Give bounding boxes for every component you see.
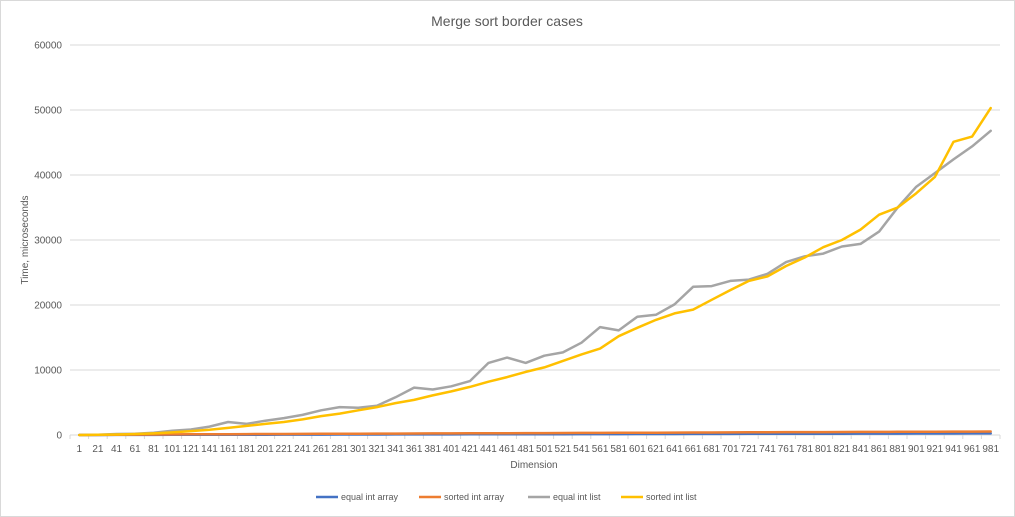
y-tick-label: 10000	[34, 366, 62, 377]
x-tick-label: 301	[350, 444, 367, 455]
x-tick-label: 681	[703, 444, 720, 455]
x-tick-label: 561	[592, 444, 609, 455]
x-tick-label: 621	[648, 444, 665, 455]
legend-label: sorted int list	[646, 492, 697, 502]
x-tick-label: 461	[499, 444, 516, 455]
x-tick-label: 521	[555, 444, 572, 455]
x-axis-ticks: 1 21 41 61 81 101 121 141 161 181 201 221 241 261 281 3…	[77, 444, 1000, 455]
series-line-sorted-int-array	[78, 430, 992, 437]
x-tick-label: 601	[629, 444, 646, 455]
x-tick-label: 201	[257, 444, 274, 455]
y-tick-label: 40000	[34, 171, 62, 182]
x-tick-label: 161	[220, 444, 237, 455]
x-tick-label: 221	[276, 444, 293, 455]
y-tick-label: 0	[56, 431, 62, 442]
x-tick-label: 841	[852, 444, 869, 455]
y-tick-label: 30000	[34, 236, 62, 247]
x-tick-label: 901	[908, 444, 925, 455]
grid-lines	[69, 44, 1001, 439]
x-tick-label: 321	[369, 444, 386, 455]
y-tick-label: 50000	[34, 106, 62, 117]
y-axis-ticks: 0 10000 20000 30000 40000 50000 60000	[34, 41, 62, 442]
chart-title: Merge sort border cases	[431, 13, 583, 29]
y-axis-title: Time, microseconds	[20, 195, 31, 284]
x-tick-label: 441	[480, 444, 497, 455]
x-tick-label: 861	[871, 444, 888, 455]
x-tick-label: 21	[92, 444, 104, 455]
x-tick-label: 421	[462, 444, 479, 455]
x-tick-label: 381	[424, 444, 441, 455]
x-tick-label: 101	[164, 444, 181, 455]
x-tick-label: 721	[741, 444, 758, 455]
x-tick-label: 541	[573, 444, 590, 455]
x-tick-label: 81	[148, 444, 160, 455]
series-line-sorted-int-list	[78, 106, 992, 437]
x-tick-label: 961	[964, 444, 981, 455]
x-tick-label: 241	[294, 444, 311, 455]
x-tick-label: 481	[517, 444, 534, 455]
x-axis-title: Dimension	[510, 460, 557, 471]
x-tick-label: 341	[387, 444, 404, 455]
x-tick-label: 141	[201, 444, 218, 455]
x-tick-label: 701	[722, 444, 739, 455]
x-tick-label: 781	[796, 444, 813, 455]
x-tick-label: 881	[889, 444, 906, 455]
legend-label: sorted int array	[444, 492, 505, 502]
x-tick-label: 181	[238, 444, 255, 455]
x-tick-label: 661	[685, 444, 702, 455]
legend: equal int array sorted int array equal int…	[316, 492, 697, 502]
x-tick-label: 761	[778, 444, 795, 455]
x-tick-label: 581	[610, 444, 627, 455]
x-tick-label: 401	[443, 444, 460, 455]
x-tick-label: 261	[313, 444, 330, 455]
series-lines	[78, 106, 992, 437]
x-tick-label: 61	[130, 444, 142, 455]
x-tick-label: 501	[536, 444, 553, 455]
x-tick-label: 941	[945, 444, 962, 455]
x-tick-label: 981	[982, 444, 999, 455]
x-tick-label: 641	[666, 444, 683, 455]
x-tick-label: 121	[183, 444, 200, 455]
x-tick-label: 281	[331, 444, 348, 455]
x-tick-label: 41	[111, 444, 123, 455]
x-tick-label: 801	[815, 444, 832, 455]
series-line-equal-int-list	[78, 129, 992, 437]
x-tick-label: 821	[834, 444, 851, 455]
legend-label: equal int array	[341, 492, 399, 502]
x-tick-label: 1	[77, 444, 83, 455]
x-tick-label: 741	[759, 444, 776, 455]
x-tick-label: 361	[406, 444, 423, 455]
y-tick-label: 60000	[34, 41, 62, 52]
x-tick-label: 921	[927, 444, 944, 455]
y-tick-label: 20000	[34, 301, 62, 312]
legend-label: equal int list	[553, 492, 601, 502]
